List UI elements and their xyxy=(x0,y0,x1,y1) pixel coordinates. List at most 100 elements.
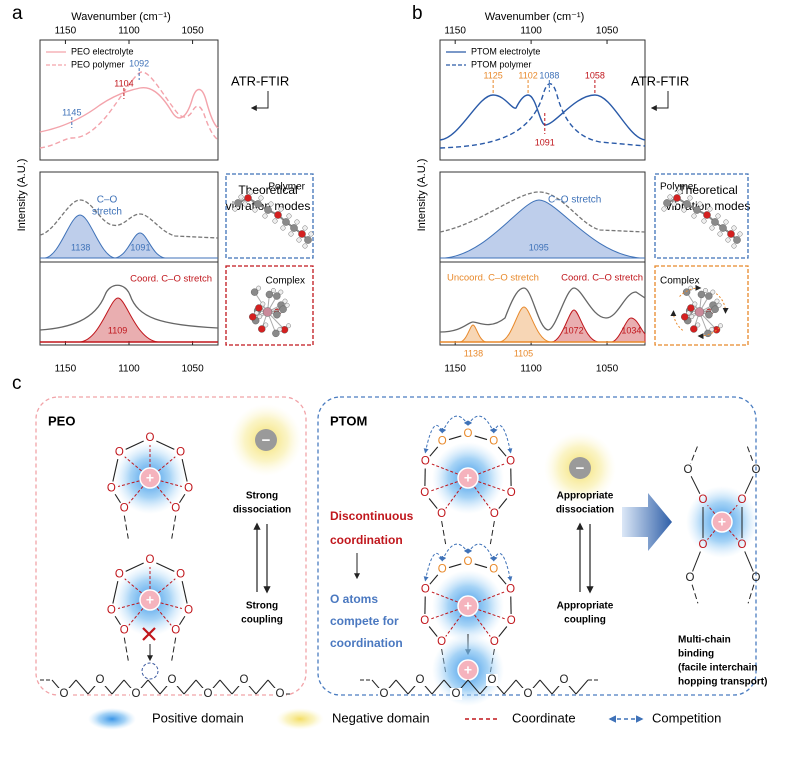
atom-label: O xyxy=(146,554,155,566)
legend-label: Positive domain xyxy=(152,710,244,725)
atom-label: O xyxy=(132,688,141,700)
atom xyxy=(278,206,284,212)
atom xyxy=(296,237,302,243)
atom-label: O xyxy=(699,539,708,551)
atom xyxy=(703,288,708,293)
chain-bond xyxy=(179,493,186,504)
atom xyxy=(263,322,269,328)
spectrum-polymer xyxy=(39,71,219,149)
atom-label: O xyxy=(416,674,425,686)
chain-bond xyxy=(147,679,161,695)
process-label: dissociation xyxy=(233,505,291,516)
atom-bg xyxy=(558,674,570,686)
section-box xyxy=(35,396,307,696)
chain-bond xyxy=(219,679,233,695)
atom xyxy=(733,236,741,244)
chain-bond xyxy=(474,435,488,441)
peak-label: 1145 xyxy=(62,107,81,117)
atom xyxy=(290,224,298,232)
atom-label: O xyxy=(452,688,461,700)
section-box xyxy=(317,396,757,696)
cation-sign: + xyxy=(464,598,472,614)
x-tick-label: 1150 xyxy=(444,26,466,37)
atom xyxy=(737,231,743,237)
atom xyxy=(250,288,259,296)
atom xyxy=(725,237,731,243)
chain-bond xyxy=(690,446,698,464)
coordinate-bond xyxy=(128,486,144,504)
annotation: Coord. C–O stretch xyxy=(130,274,212,285)
atom-label: O xyxy=(684,464,693,476)
peak-label: 1138 xyxy=(71,242,90,252)
section-title: PTOM xyxy=(330,413,367,428)
atom xyxy=(719,224,727,232)
atom-label: O xyxy=(489,564,498,576)
competition-arrow xyxy=(423,424,444,454)
peak-label: 1105 xyxy=(514,348,533,358)
process-label: Strong xyxy=(246,491,278,502)
chain-bond xyxy=(255,679,269,695)
statement: coordination xyxy=(330,636,403,650)
competition-arrow xyxy=(423,552,444,582)
method-arrow xyxy=(250,91,269,111)
coordinate-bond xyxy=(445,614,462,637)
atom xyxy=(258,325,266,333)
cation-sign: + xyxy=(718,514,726,530)
atom-label: O xyxy=(438,436,447,448)
anion xyxy=(255,429,277,451)
chain-bond xyxy=(503,679,517,695)
chain-bond xyxy=(467,679,481,695)
x-tick-label: 1050 xyxy=(596,364,619,375)
atom xyxy=(687,195,693,201)
atom-label: O xyxy=(421,584,430,596)
atom xyxy=(271,288,276,293)
process-label: dissociation xyxy=(556,505,614,516)
coordinate-bond xyxy=(156,486,172,504)
coordinate-bond xyxy=(128,608,144,626)
atom xyxy=(667,194,673,200)
atom-label: O xyxy=(488,674,497,686)
atom-label: O xyxy=(686,572,695,584)
peak-label: 1092 xyxy=(129,58,149,68)
atom xyxy=(694,307,705,317)
competition-arrow xyxy=(467,543,495,562)
axis-title: Wavenumber (cm⁻¹) xyxy=(485,11,585,23)
competition-arrow xyxy=(467,415,495,434)
chain-bond xyxy=(746,446,755,464)
chain-bond xyxy=(428,498,438,509)
legend-negative xyxy=(276,708,324,730)
atom xyxy=(302,243,308,249)
x-tick-label: 1100 xyxy=(520,26,542,37)
atom xyxy=(272,329,280,338)
chain-tail xyxy=(171,637,177,661)
fitted-peak xyxy=(611,317,646,343)
x-tick-label: 1050 xyxy=(181,26,204,37)
atom xyxy=(681,313,689,321)
spectrum-electrolyte xyxy=(39,86,219,133)
fitted-peak xyxy=(444,199,641,259)
atom xyxy=(731,225,737,231)
legend-label: PEO electrolyte xyxy=(71,46,134,56)
atom xyxy=(697,201,703,207)
process-label: Appropriate xyxy=(557,601,614,612)
statement: O atoms xyxy=(330,592,378,606)
atom xyxy=(282,218,290,226)
chain-tail xyxy=(441,520,447,545)
atom-label: O xyxy=(738,539,747,551)
atom xyxy=(718,323,723,329)
atom-bg xyxy=(450,688,462,700)
atom-label: O xyxy=(524,688,533,700)
atom-label: O xyxy=(464,428,473,440)
chain-bond xyxy=(75,679,89,695)
theory-title: Theoretical xyxy=(238,183,297,197)
cation-sign: + xyxy=(464,470,472,486)
cation-sign: + xyxy=(464,662,472,678)
atom-label: O xyxy=(506,584,515,596)
fitted-peak xyxy=(551,309,599,343)
atom-bg xyxy=(378,688,390,700)
spectrum-experimental xyxy=(39,199,219,239)
annotation: C–O stretch xyxy=(548,195,601,206)
chain-tail xyxy=(171,515,177,539)
atom xyxy=(690,325,698,333)
spectrum-polymer xyxy=(439,83,646,149)
